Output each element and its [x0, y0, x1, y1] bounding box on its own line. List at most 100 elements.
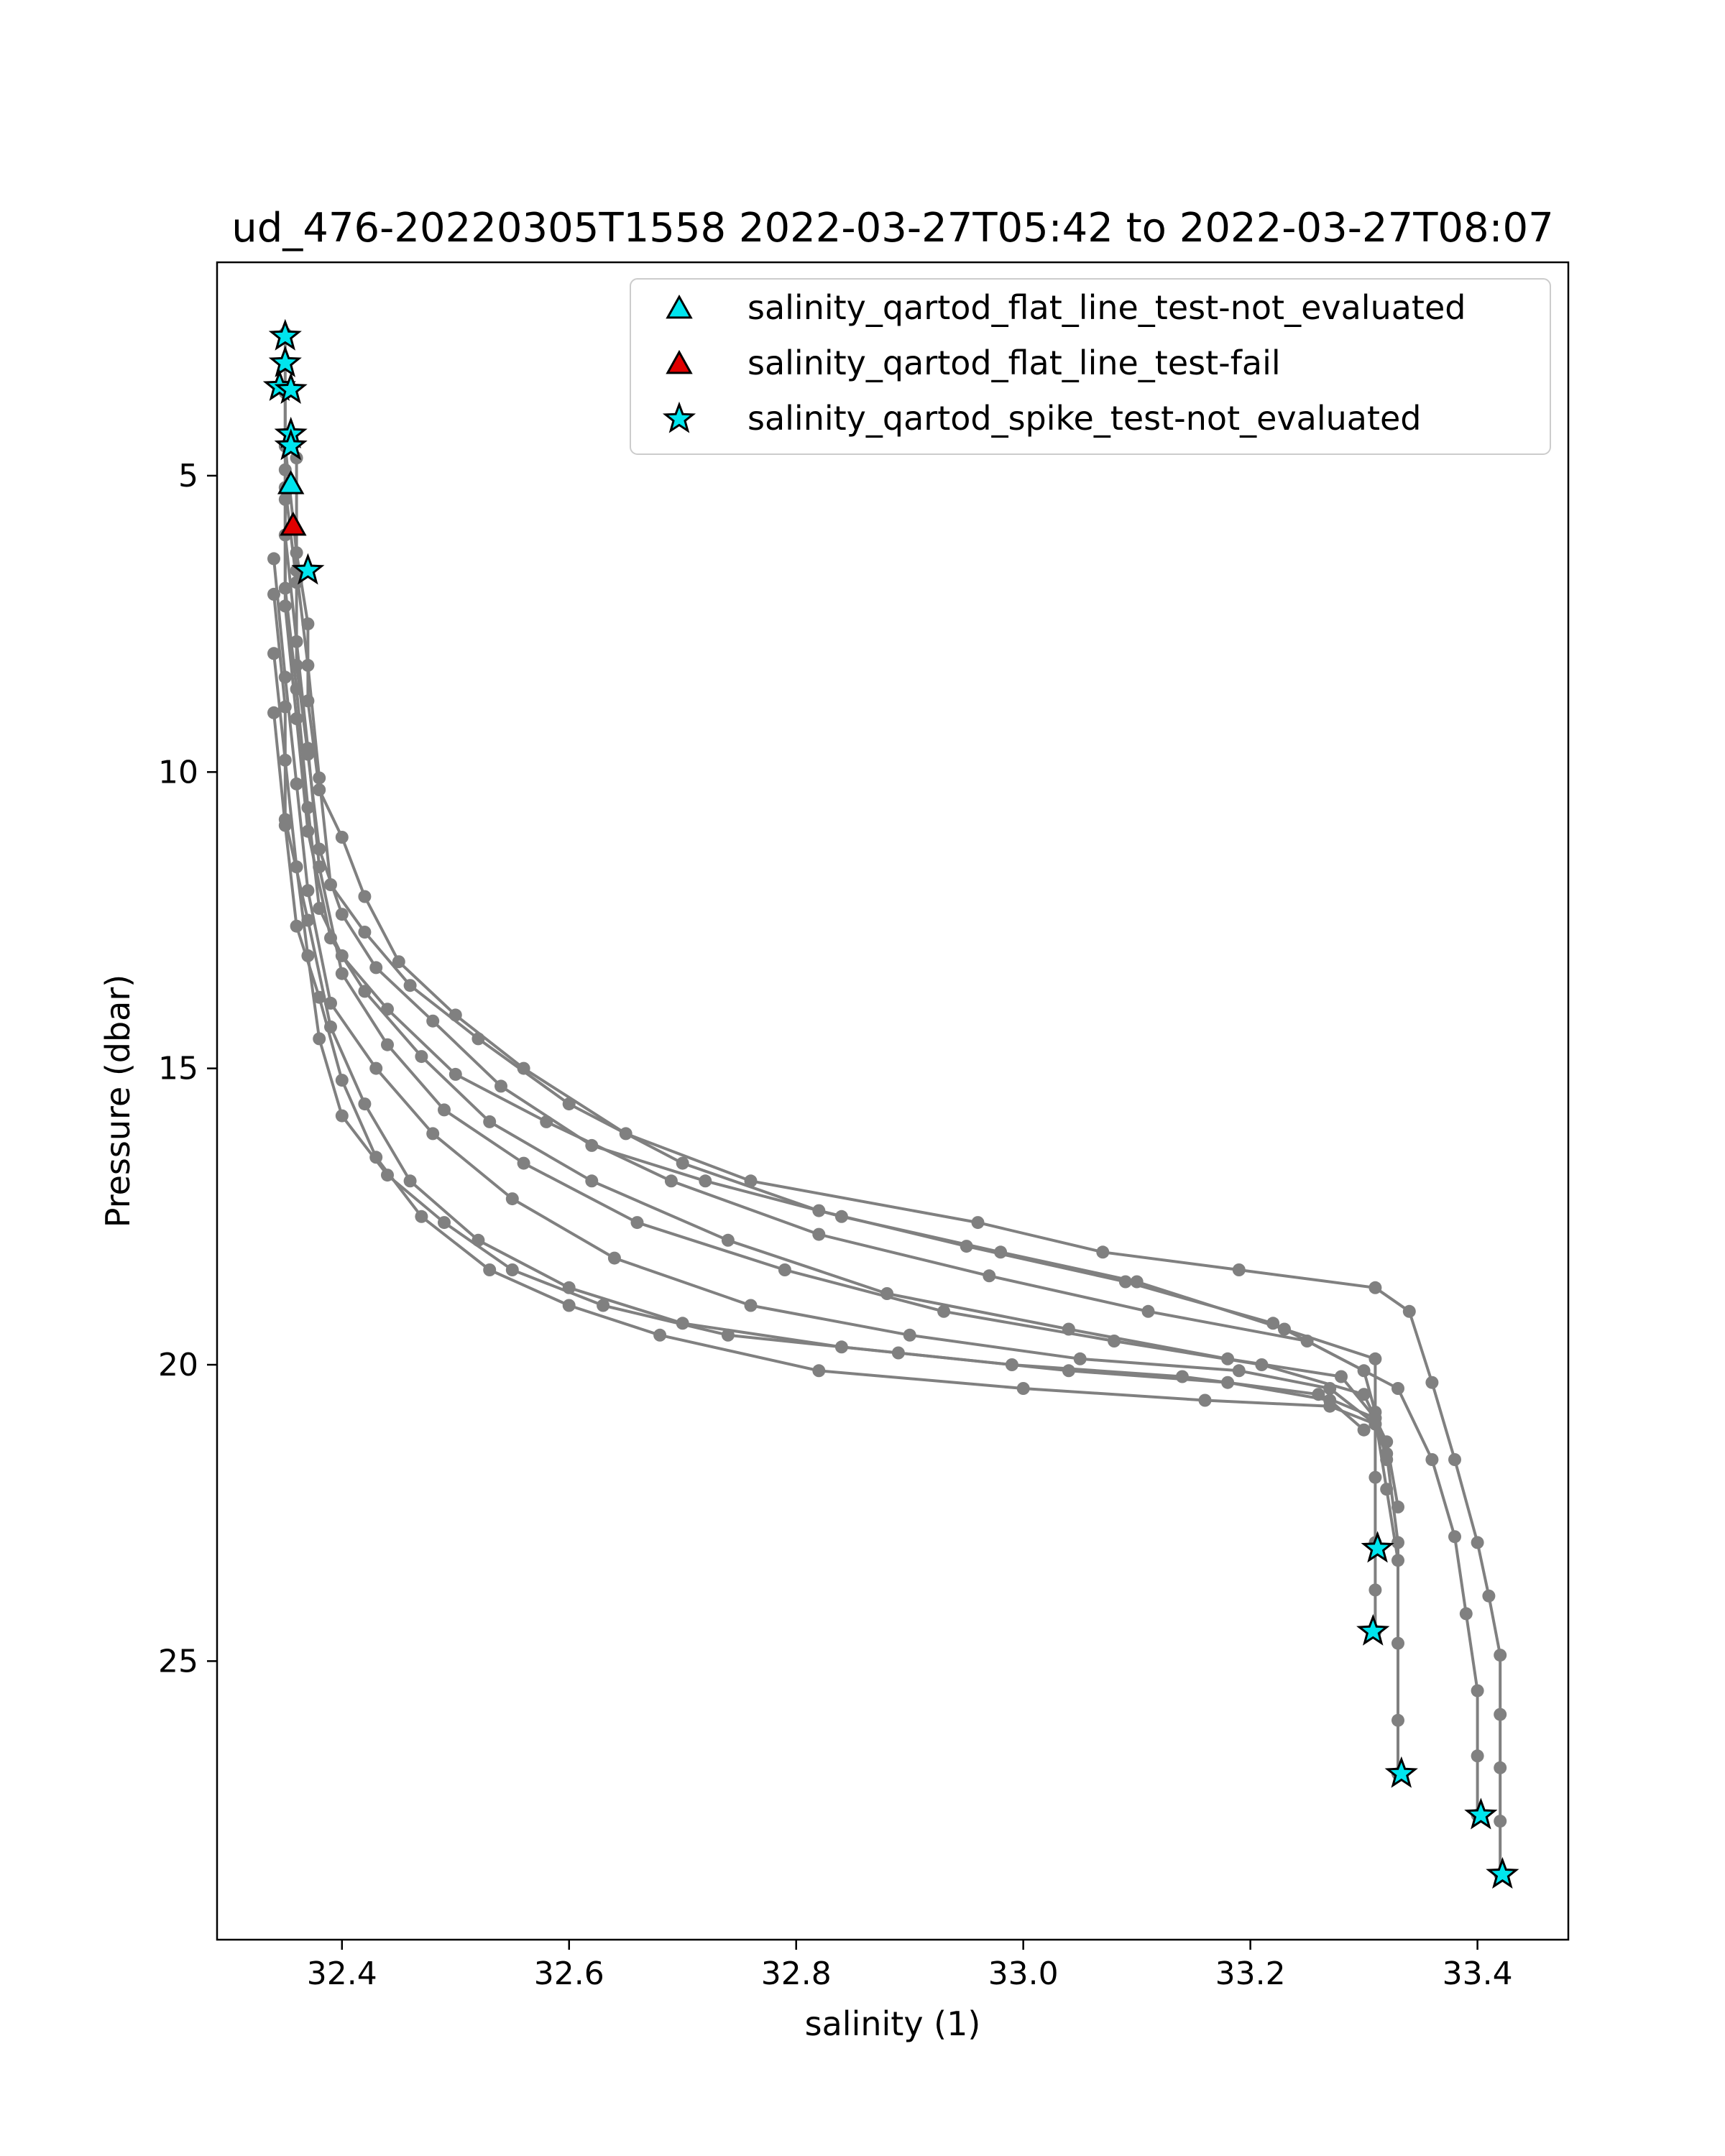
profile-point	[562, 1097, 576, 1111]
profile-point	[1073, 1352, 1087, 1365]
profile-point	[1459, 1607, 1473, 1621]
profile-point	[1471, 1684, 1484, 1697]
profile-point	[278, 599, 292, 613]
profile-point	[426, 1127, 440, 1141]
profile-point	[438, 1103, 451, 1117]
profile-point	[505, 1263, 519, 1276]
profile-point	[358, 926, 372, 939]
profile-point	[744, 1299, 758, 1312]
legend-markers	[662, 294, 696, 433]
profile-point	[267, 552, 280, 566]
profile-point	[744, 1174, 758, 1188]
profile-point	[812, 1364, 826, 1378]
profiles-layer	[267, 327, 1507, 1881]
profile-point	[1392, 1713, 1404, 1727]
profile-point	[313, 860, 326, 874]
profile-point	[597, 1299, 610, 1312]
y-tick-label: 20	[158, 1347, 198, 1383]
profile-point	[505, 1192, 519, 1206]
profile-point	[313, 990, 326, 1004]
profile-point	[1016, 1382, 1030, 1395]
profile-point	[653, 1328, 667, 1342]
profile-point	[494, 1079, 507, 1093]
profile-point	[562, 1299, 576, 1312]
profile-line	[283, 535, 1399, 1508]
x-tick-label: 33.2	[1215, 1955, 1286, 1992]
profile-point	[369, 961, 383, 975]
profile-point	[1255, 1358, 1269, 1371]
profile-point	[301, 742, 315, 755]
profile-point	[1392, 1382, 1404, 1395]
profile-point	[903, 1328, 916, 1342]
profile-point	[301, 884, 315, 898]
profile-point	[1368, 1417, 1382, 1431]
profile-line	[283, 392, 1377, 1632]
spike-not-evaluated-marker	[268, 345, 302, 377]
profile-point	[971, 1216, 985, 1230]
y-tick-label: 15	[158, 1051, 198, 1087]
profile-point	[267, 647, 280, 660]
y-tick-label: 10	[158, 754, 198, 791]
profile-point	[278, 463, 292, 476]
legend-marker-flat-line-not-evaluated	[666, 294, 693, 319]
profile-point	[335, 1074, 349, 1087]
profile-point	[301, 824, 315, 838]
profile-point	[1221, 1376, 1235, 1389]
profile-point	[960, 1240, 973, 1253]
profile-point	[448, 1067, 462, 1081]
legend: salinity_qartod_flat_line_test-not_evalu…	[630, 278, 1551, 455]
profile-point	[1357, 1388, 1371, 1401]
spike-not-evaluated-marker	[1361, 1531, 1394, 1563]
profile-point	[358, 890, 372, 903]
profile-point	[472, 1032, 485, 1046]
legend-label-spike-not-evaluated: salinity_qartod_spike_test-not_evaluated	[748, 399, 1421, 438]
profile-point	[1108, 1335, 1121, 1348]
spike-not-evaluated-marker	[274, 372, 308, 404]
profile-point	[290, 860, 303, 874]
profile-point	[438, 1216, 451, 1230]
plot-frame	[216, 261, 1570, 1941]
x-tick-label: 32.6	[534, 1955, 604, 1992]
profile-point	[1402, 1304, 1416, 1318]
profile-point	[1335, 1370, 1348, 1383]
profile-point	[267, 587, 280, 601]
flat-line-fail-marker	[280, 511, 307, 536]
profile-point	[676, 1156, 689, 1170]
profile-point	[1232, 1364, 1246, 1378]
profile-point	[313, 1032, 326, 1046]
profile-point	[324, 878, 337, 891]
profile-point	[426, 1014, 440, 1028]
x-axis-label: salinity (1)	[805, 2004, 981, 2043]
profile-point	[290, 777, 303, 791]
spike-not-evaluated-marker	[1356, 1613, 1390, 1646]
profile-point	[1062, 1364, 1075, 1378]
profile-point	[1471, 1536, 1484, 1549]
profile-point	[290, 635, 303, 648]
flat-line-not-evaluated-marker	[277, 470, 305, 494]
spike-not-evaluated-marker	[1464, 1797, 1498, 1830]
profile-point	[1198, 1393, 1212, 1407]
profile-point	[1141, 1304, 1155, 1318]
profile-point	[335, 908, 349, 921]
profile-point	[1323, 1382, 1337, 1395]
profile-point	[1425, 1376, 1439, 1389]
profile-point	[1494, 1649, 1507, 1662]
profile-point	[517, 1156, 530, 1170]
profile-point	[1380, 1453, 1394, 1466]
x-axis: 32.4 32.6 32.8 33.0 33.2 33.4	[307, 1940, 1513, 1992]
profile-point	[483, 1115, 497, 1128]
profile-point	[1494, 1761, 1507, 1774]
spike-not-evaluated-marker	[274, 428, 308, 461]
x-tick-label: 33.4	[1443, 1955, 1513, 1992]
profile-point	[278, 753, 292, 767]
profile-point	[517, 1061, 530, 1075]
profile-point	[335, 831, 349, 844]
profile-point	[664, 1174, 678, 1188]
profile-point	[1448, 1453, 1461, 1466]
profile-point	[1118, 1275, 1132, 1289]
profile-point	[891, 1346, 905, 1360]
profile-point	[1380, 1483, 1394, 1496]
profile-point	[983, 1269, 996, 1283]
profile-point	[721, 1328, 735, 1342]
